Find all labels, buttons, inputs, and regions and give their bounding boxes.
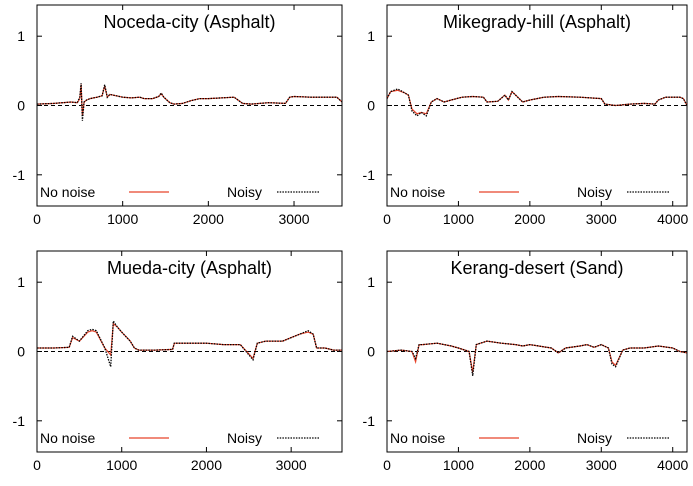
chart-title: Kerang-desert (Sand) — [450, 258, 623, 278]
y-tick-label: -1 — [13, 167, 26, 183]
legend-label: No noise — [390, 184, 445, 200]
chart-panel-4: 1 0 -1 0 1000 2000 3000 4000 Kerang-desert (Sand… — [363, 250, 688, 473]
chart-panel-1: 1 0 -1 0 1000 2000 3000 Noceda-city (Asphalt) No… — [13, 4, 343, 227]
x-tick-label: 3000 — [276, 457, 307, 473]
y-tick-label: 0 — [367, 344, 375, 360]
series-line-noisy — [387, 340, 687, 376]
x-tick-label: 3000 — [278, 211, 309, 227]
chart-panel-3: 1 0 -1 0 1000 2000 3000 Mueda-city (Asphalt) No … — [13, 250, 343, 473]
y-tick-label: 0 — [367, 98, 375, 114]
y-tick-label: 0 — [17, 344, 25, 360]
x-tick-label: 0 — [383, 211, 391, 227]
legend: No noise Noisy — [390, 430, 669, 446]
x-tick-label: 3000 — [586, 457, 617, 473]
y-tick-label: 1 — [17, 28, 25, 44]
legend-label: No noise — [40, 184, 95, 200]
legend-label: No noise — [390, 430, 445, 446]
x-tick-label: 1000 — [106, 457, 137, 473]
x-tick-label: 0 — [33, 211, 41, 227]
series-line-noisy — [387, 88, 687, 117]
y-tick-label: -1 — [363, 413, 376, 429]
x-tick-label: 1000 — [443, 211, 474, 227]
y-tick-label: 1 — [367, 28, 375, 44]
chart-title: Noceda-city (Asphalt) — [103, 12, 275, 32]
chart-title: Mueda-city (Asphalt) — [107, 258, 272, 278]
legend-label: Noisy — [227, 430, 262, 446]
y-tick-label: 0 — [17, 98, 25, 114]
x-tick-label: 0 — [383, 457, 391, 473]
x-tick-label: 4000 — [657, 211, 688, 227]
chart-title: Mikegrady-hill (Asphalt) — [443, 12, 631, 32]
chart-panel-2: 1 0 -1 0 1000 2000 3000 4000 Mikegrady-hill (Asp… — [363, 4, 688, 227]
series-line-noisy — [37, 319, 342, 367]
x-tick-label: 0 — [33, 457, 41, 473]
x-tick-label: 1000 — [443, 457, 474, 473]
legend: No noise Noisy — [40, 430, 319, 446]
y-tick-label: 1 — [367, 274, 375, 290]
legend-label: No noise — [40, 430, 95, 446]
x-tick-label: 1000 — [107, 211, 138, 227]
y-tick-label: 1 — [17, 274, 25, 290]
x-tick-label: 2000 — [514, 211, 545, 227]
legend-label: Noisy — [577, 184, 612, 200]
legend: No noise Noisy — [390, 184, 669, 200]
series-line-noisy — [37, 83, 342, 121]
legend: No noise Noisy — [40, 184, 319, 200]
y-tick-label: -1 — [363, 167, 376, 183]
x-tick-label: 4000 — [657, 457, 688, 473]
y-tick-label: -1 — [13, 413, 26, 429]
x-tick-label: 2000 — [514, 457, 545, 473]
series-line-no-noise — [37, 322, 342, 360]
x-tick-label: 3000 — [586, 211, 617, 227]
legend-label: Noisy — [577, 430, 612, 446]
x-tick-label: 2000 — [193, 211, 224, 227]
x-tick-label: 2000 — [191, 457, 222, 473]
legend-label: Noisy — [227, 184, 262, 200]
